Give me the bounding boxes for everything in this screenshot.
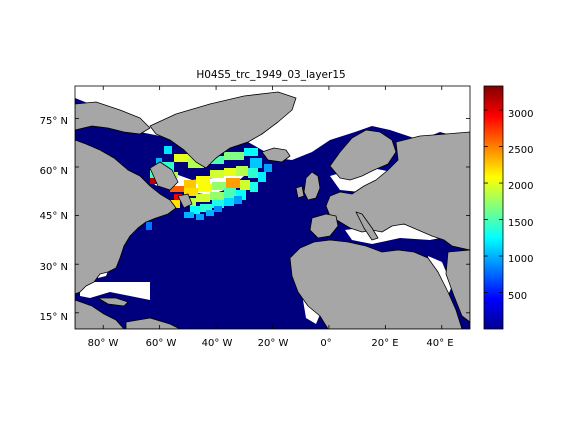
tracer-cell: [226, 178, 240, 188]
lon-tick-label: 0°: [320, 338, 331, 349]
tracer-cell: [240, 180, 250, 190]
tracer-cell: [210, 192, 224, 200]
colorbar-tick-label: 2000: [508, 181, 533, 192]
tracer-cell: [188, 158, 204, 168]
tracer-cell: [156, 158, 162, 166]
tracer-cell: [206, 156, 224, 164]
map-axes: [75, 86, 470, 329]
colorbar-gradient: [483, 85, 504, 330]
colorbar-tick-label: 1000: [508, 254, 533, 265]
lat-tick-label: 15° N: [40, 312, 68, 323]
tracer-cell: [212, 182, 226, 190]
land-iceland: [261, 147, 291, 163]
tracer-cell: [258, 172, 266, 182]
land-central-america: [75, 299, 125, 329]
tracer-field: [146, 146, 278, 230]
tracer-cell: [198, 184, 212, 192]
tracer-cell: [170, 186, 184, 192]
lon-tick-label: 80° W: [88, 338, 119, 349]
tracer-cell: [224, 152, 244, 160]
lat-labels: 75° N 60° N 45° N 30° N 15° N: [40, 116, 68, 323]
colorbar-tick-marks: [484, 109, 503, 293]
land-africa: [289, 239, 463, 329]
colorbar: 500 1000 1500 2000 2500 3000: [483, 85, 533, 330]
tracer-cell: [196, 214, 204, 220]
tracer-cell: [184, 188, 198, 196]
tracer-cell: [212, 200, 224, 208]
tracer-cell: [234, 196, 242, 204]
land-greenland: [149, 91, 297, 169]
tracer-cell: [214, 206, 222, 212]
land-south-america: [125, 317, 181, 329]
lon-tick-label: 20° E: [371, 338, 398, 349]
land-north-america: [75, 139, 177, 295]
land-newfoundland: [177, 193, 193, 209]
colorbar-tick-label: 1500: [508, 218, 533, 229]
land-ireland: [295, 185, 305, 199]
land-scandinavia: [329, 129, 397, 181]
tracer-cell: [224, 188, 236, 198]
colorbar-tick-label: 3000: [508, 109, 533, 120]
tracer-cell: [224, 168, 238, 176]
lat-tick-label: 45° N: [40, 211, 68, 222]
lat-tick-label: 60° N: [40, 166, 68, 177]
tracer-cell: [196, 194, 210, 202]
map-tick-marks: [75, 86, 470, 329]
tracer-cell: [248, 168, 258, 178]
tracer-cell: [170, 200, 180, 208]
plot-title: H04S5_trc_1949_03_layer15: [196, 69, 345, 81]
tracer-cell: [146, 222, 152, 230]
tracer-cell: [184, 180, 196, 188]
land-arabia: [445, 249, 470, 323]
tracer-cell: [174, 154, 194, 162]
lon-tick-label: 60° W: [146, 338, 177, 349]
land-iberia: [309, 213, 339, 239]
tracer-cell: [200, 204, 212, 212]
land-labrador: [149, 161, 179, 191]
lat-tick-label: 75° N: [40, 116, 68, 127]
colorbar-tick-label: 500: [508, 291, 527, 302]
tracer-cell: [264, 164, 272, 172]
tracer-cell: [190, 206, 200, 214]
land-canadian-arctic: [75, 101, 151, 135]
lon-tick-label: 40° W: [202, 338, 233, 349]
tracer-cell: [174, 194, 182, 200]
tracer-cell: [244, 148, 258, 156]
colorbar-tick-label: 2500: [508, 145, 533, 156]
lon-tick-label: 40° E: [426, 338, 453, 349]
land-italy: [355, 211, 379, 241]
tracer-cell: [236, 190, 246, 200]
tracer-cell: [164, 146, 172, 154]
tracer-cell: [250, 158, 262, 168]
nodata-caribbean: [80, 282, 150, 300]
tracer-cell: [210, 170, 224, 178]
tracer-cell: [224, 198, 234, 206]
land-masses: [75, 91, 470, 329]
tracer-cell: [236, 166, 248, 176]
tracer-cell: [250, 182, 258, 192]
tracer-cell: [196, 176, 210, 184]
land-great-britain: [303, 171, 321, 201]
land-cuba: [97, 297, 129, 307]
lon-labels: 80° W 60° W 40° W 20° W 0° 20° E 40° E: [88, 338, 454, 349]
tracer-cell: [206, 210, 214, 216]
lat-tick-label: 30° N: [40, 262, 68, 273]
tracer-cell: [184, 212, 194, 218]
lon-tick-label: 20° W: [258, 338, 289, 349]
